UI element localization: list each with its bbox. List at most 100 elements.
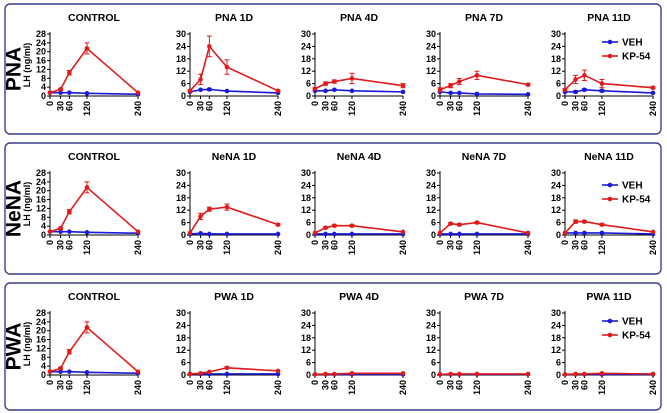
data-point-veh (58, 90, 63, 95)
x-tick-label: 0 (435, 240, 445, 245)
y-tick-label: 20 (36, 326, 46, 336)
data-point-veh (84, 91, 90, 96)
legend-marker (607, 332, 613, 338)
y-tick-label: 12 (301, 205, 311, 215)
data-point-kp-54 (58, 226, 63, 231)
data-point-veh (474, 231, 480, 237)
x-tick-label: 60 (204, 101, 214, 111)
y-tick-label: 12 (176, 66, 186, 76)
x-tick-label: 0 (185, 380, 195, 385)
data-point-kp-54 (582, 73, 587, 78)
x-tick-label: 0 (45, 380, 55, 385)
y-tick-label: 18 (551, 333, 561, 343)
series-line-veh (315, 88, 404, 93)
data-point-kp-54 (67, 70, 72, 76)
x-tick-label: 120 (472, 101, 482, 116)
y-tick-label: 12 (551, 66, 561, 76)
y-tick-label: 6 (431, 79, 436, 89)
data-point-veh (448, 231, 453, 237)
y-tick-label: 0 (181, 91, 186, 101)
data-point-veh (84, 230, 90, 235)
y-tick-label: 30 (176, 29, 186, 39)
y-tick-label: 0 (306, 91, 311, 101)
y-tick-label: 28 (36, 29, 46, 39)
data-point-veh (582, 230, 587, 236)
series-line-kp-54 (439, 74, 529, 91)
y-tick-label: 6 (556, 79, 561, 89)
row-label: PNA (3, 47, 26, 91)
y-tick-label: 0 (41, 91, 46, 101)
x-tick-label: 240 (523, 101, 533, 116)
y-tick-label: 20 (36, 186, 46, 196)
row-label: NeNA (3, 180, 26, 237)
x-tick-label: 60 (454, 101, 464, 111)
y-tick-label: 30 (426, 29, 436, 39)
data-point-veh (323, 88, 328, 94)
data-point-kp-54 (47, 90, 53, 95)
series-line-veh (439, 91, 529, 96)
panel-title: PWA 4D (339, 291, 379, 303)
x-tick-label: 30 (571, 101, 581, 111)
x-tick-label: 0 (45, 240, 55, 245)
data-point-kp-54 (332, 371, 337, 377)
panel-title: PNA 7D (465, 12, 504, 24)
legend-label: KP-54 (622, 331, 651, 342)
y-tick-label: 0 (556, 370, 561, 380)
x-tick-label: 120 (347, 240, 357, 255)
data-point-veh (67, 229, 72, 234)
x-tick-label: 120 (222, 380, 232, 395)
data-point-kp-54 (47, 369, 53, 374)
y-tick-label: 0 (181, 230, 186, 240)
y-tick-label: 18 (426, 193, 436, 203)
legend-marker (607, 182, 613, 188)
data-point-kp-54 (562, 87, 568, 93)
x-tick-label: 0 (185, 101, 195, 106)
data-point-kp-54 (437, 230, 443, 236)
data-point-veh (207, 231, 212, 237)
row-frame (4, 142, 662, 275)
y-tick-label: 12 (551, 205, 561, 215)
x-tick-label: 60 (204, 240, 214, 250)
data-point-veh (332, 231, 337, 237)
y-tick-label: 16 (36, 195, 46, 205)
y-tick-label: 18 (301, 333, 311, 343)
y-tick-label: 16 (36, 56, 46, 66)
data-point-kp-54 (67, 349, 72, 355)
y-tick-label: 30 (301, 29, 311, 39)
data-point-veh (349, 231, 355, 237)
series-line-veh (189, 232, 278, 235)
x-tick-label: 60 (204, 380, 214, 390)
x-tick-label: 60 (329, 240, 339, 250)
x-tick-label: 120 (472, 380, 482, 395)
series-line-veh (50, 230, 139, 235)
y-tick-label: 18 (176, 333, 186, 343)
y-tick-label: 0 (556, 91, 561, 101)
y-tick-label: 24 (36, 317, 46, 327)
y-tick-label: 4 (41, 361, 46, 371)
data-point-kp-54 (187, 371, 193, 377)
y-tick-label: 12 (176, 345, 186, 355)
y-tick-label: 24 (301, 180, 311, 190)
data-point-veh (457, 90, 462, 96)
data-point-kp-54 (332, 79, 337, 84)
x-tick-label: 0 (310, 380, 320, 385)
x-tick-label: 120 (347, 380, 357, 395)
y-tick-label: 18 (426, 333, 436, 343)
y-axis-label: LH (ng/ml) (22, 182, 32, 227)
series-line-veh (565, 88, 654, 94)
data-point-veh (599, 230, 605, 236)
data-point-kp-54 (187, 88, 193, 94)
x-tick-label: 0 (560, 380, 570, 385)
